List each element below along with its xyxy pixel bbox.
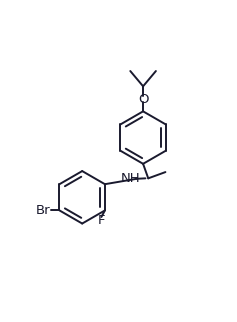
Text: F: F <box>98 214 105 227</box>
Text: Br: Br <box>36 204 51 217</box>
Text: NH: NH <box>121 172 141 185</box>
Text: O: O <box>138 93 148 106</box>
